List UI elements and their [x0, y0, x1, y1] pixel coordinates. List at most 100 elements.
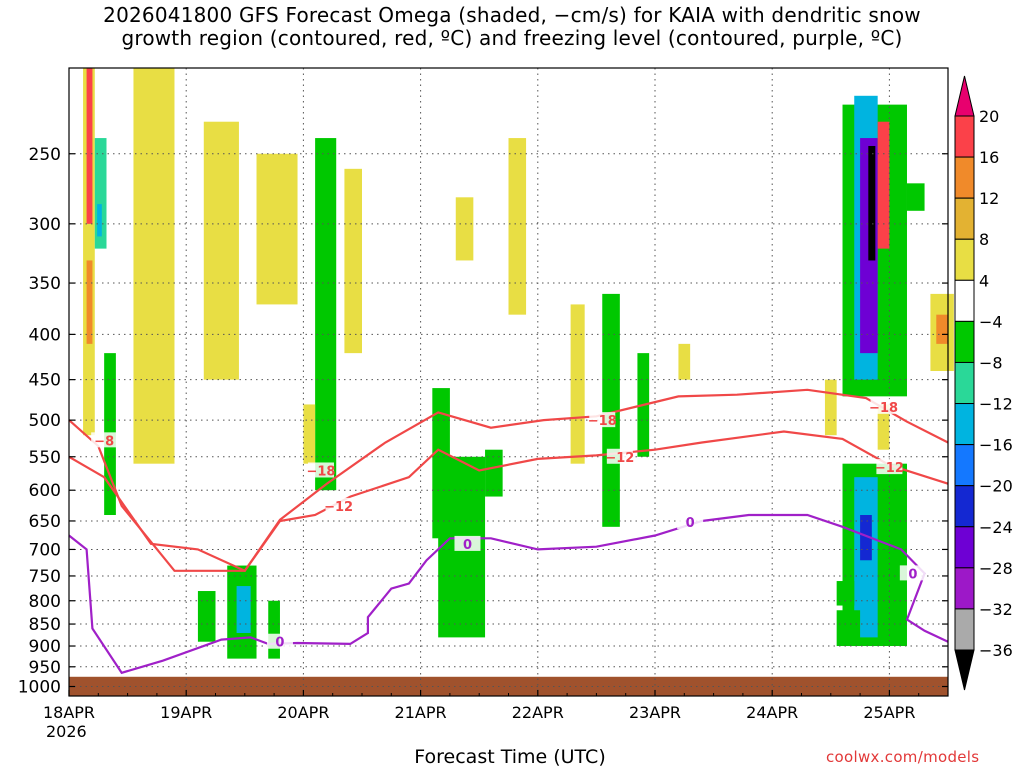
- contour-label--12-1: −12: [605, 451, 634, 466]
- colorbar-swatch-3: [954, 238, 975, 281]
- contour-label--12-2: −12: [875, 461, 904, 476]
- temperature-contours: −8 −18 −18 −18 −12 −12 −12 0 0 0 0: [68, 388, 949, 675]
- y-tick-300: 300: [29, 215, 61, 235]
- colorbar-label-7: −12: [979, 395, 1013, 414]
- omega-cell-4: [97, 204, 102, 237]
- colorbar-top-arrow: [954, 75, 975, 117]
- source-credit: coolwx.com/models: [826, 748, 980, 766]
- omega-cell-31: [906, 183, 925, 211]
- contour-label-0-2: 0: [686, 516, 695, 531]
- colorbar-label-5: −4: [979, 312, 1003, 331]
- x-tick-21APR: 21APR: [395, 703, 447, 722]
- y-tick-800: 800: [29, 592, 61, 612]
- y-tick-400: 400: [29, 325, 61, 345]
- colorbar-swatch-10: [954, 526, 975, 569]
- omega-cell-1: [86, 68, 93, 224]
- omega-cell-14: [303, 404, 316, 464]
- colorbar-label-2: 12: [979, 189, 999, 208]
- y-tick-550: 550: [29, 448, 61, 468]
- contour-label--18-2: −18: [588, 414, 617, 429]
- y-tick-250: 250: [29, 145, 61, 165]
- omega-cell-12: [268, 600, 280, 659]
- contour--18: [68, 388, 949, 572]
- colorbar-label-10: −24: [979, 518, 1013, 537]
- y-tick-950: 950: [29, 658, 61, 678]
- x-axis-label: Forecast Time (UTC): [414, 746, 606, 768]
- x-tick-22APR: 22APR: [512, 703, 564, 722]
- y-tick-350: 350: [29, 274, 61, 294]
- omega-cell-37: [860, 515, 872, 561]
- x-tick-24APR: 24APR: [746, 703, 798, 722]
- omega-cell-6: [133, 68, 175, 464]
- omega-cell-34: [877, 404, 890, 450]
- contour-label-0-0: 0: [275, 636, 284, 651]
- x-axis-ticks: 18APR 19APR 20APR 21APR 22APR 23APR 24APR 25APR: [43, 690, 920, 722]
- colorbar-swatch-5: [954, 320, 975, 363]
- y-tick-900: 900: [29, 637, 61, 657]
- chart-title-line-2: growth region (contoured, red, ºC) and f…: [121, 26, 903, 50]
- contour--12: [68, 430, 949, 573]
- omega-cell-25: [824, 379, 837, 436]
- terrain-fill: [69, 676, 948, 696]
- y-tick-450: 450: [29, 371, 61, 391]
- omega-cell-24: [678, 343, 691, 380]
- omega-cell-18: [455, 197, 474, 261]
- contour-label-bg: [266, 633, 293, 649]
- y-tick-750: 750: [29, 567, 61, 587]
- y-tick-650: 650: [29, 512, 61, 532]
- y-axis-ticks: 2503003504004505005506006507007508008509…: [18, 145, 948, 698]
- omega-cell-19: [485, 449, 503, 497]
- contour-label-bg: [589, 412, 616, 428]
- contour-label--12-0: −12: [324, 500, 353, 515]
- omega-cell-15: [344, 168, 362, 354]
- colorbar-label-11: −28: [979, 559, 1013, 578]
- x-tick-25APR: 25APR: [863, 703, 915, 722]
- contour-label-bg: [876, 459, 903, 475]
- contour-0: [68, 513, 949, 675]
- x-tick-18APR: 18APR: [43, 703, 95, 722]
- colorbar-label-4: 4: [979, 271, 989, 290]
- grid-lines: [68, 68, 948, 696]
- omega-cell-8: [256, 153, 298, 305]
- omega-cell-21: [570, 304, 585, 464]
- colorbar-swatch-0: [954, 115, 975, 158]
- colorbar-swatch-6: [954, 361, 975, 405]
- omega-cell-7: [203, 121, 239, 380]
- contour-label--18-0: −8: [94, 434, 114, 449]
- omega-cell-39: [836, 581, 855, 606]
- colorbar-swatch-7: [954, 403, 975, 446]
- y-tick-600: 600: [29, 481, 61, 501]
- omega-cell-0: [83, 68, 95, 436]
- colorbar-label-8: −16: [979, 436, 1013, 455]
- omega-cell-30: [877, 121, 890, 249]
- omega-cell-29: [868, 145, 876, 261]
- contour-label--18-1: −18: [306, 464, 335, 479]
- omega-cell-3: [94, 138, 107, 249]
- colorbar-swatch-4: [954, 279, 975, 322]
- contour-label-bg: [899, 565, 926, 581]
- x-axis-year: 2026: [46, 722, 87, 741]
- colorbar-swatch-1: [954, 156, 975, 199]
- omega-cell-13: [315, 138, 337, 491]
- colorbar-swatch-2: [954, 197, 975, 240]
- colorbar-label-12: −32: [979, 600, 1013, 619]
- colorbar: 20 16 12 8 4 −4 −8 −12 −16 −20 −24 −28 −32 −36: [954, 75, 1013, 691]
- contour-label-bg: [454, 535, 481, 551]
- x-tick-19APR: 19APR: [160, 703, 212, 722]
- omega-cell-22: [602, 293, 620, 527]
- omega-cell-2: [86, 260, 93, 344]
- omega-cell-20: [508, 138, 527, 315]
- omega-cell-9: [197, 591, 216, 642]
- colorbar-label-1: 16: [979, 148, 999, 167]
- contour-label-bg: [677, 514, 704, 530]
- colorbar-label-6: −8: [979, 353, 1003, 372]
- chart-title-line-1: 2026041800 GFS Forecast Omega (shaded, −…: [103, 3, 921, 27]
- colorbar-swatch-8: [954, 444, 975, 487]
- contour-label--18-3: −18: [869, 401, 898, 416]
- contour-label-0-1: 0: [463, 538, 472, 553]
- colorbar-swatch-11: [954, 567, 975, 610]
- terrain-rect: [69, 676, 948, 696]
- colorbar-label-9: −20: [979, 477, 1013, 496]
- colorbar-label-13: −36: [979, 641, 1013, 660]
